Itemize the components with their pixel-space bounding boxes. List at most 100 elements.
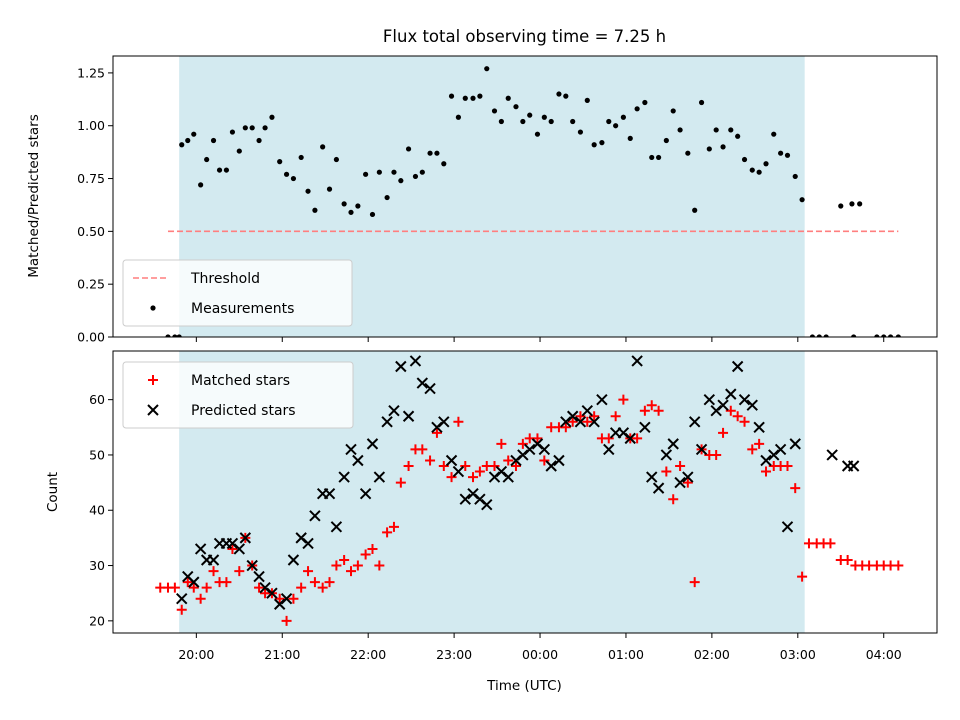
predicted-star-point bbox=[753, 421, 765, 434]
measurement-point bbox=[391, 169, 397, 175]
y-tick-label: 40 bbox=[89, 503, 105, 518]
chart-title: Flux total observing time = 7.25 h bbox=[383, 27, 666, 46]
x-tick-label: 01:00 bbox=[608, 647, 644, 662]
measurement-point bbox=[210, 137, 217, 144]
measurement-point bbox=[563, 93, 569, 99]
measurement-point bbox=[591, 142, 597, 148]
matched-star-point bbox=[661, 466, 672, 477]
measurement-point bbox=[771, 131, 777, 137]
predicted-star-point bbox=[639, 421, 651, 434]
legend-predicted-swatch bbox=[147, 404, 159, 416]
measurement-point bbox=[242, 125, 248, 131]
measurement-point bbox=[179, 142, 185, 148]
predicted-star-point bbox=[603, 443, 615, 456]
measurement-point bbox=[185, 137, 191, 144]
legend-measurement-swatch bbox=[150, 305, 156, 311]
measurement-point bbox=[620, 114, 626, 120]
x-tick-label: 02:00 bbox=[694, 647, 730, 662]
legend-box bbox=[122, 361, 354, 429]
measurement-point bbox=[741, 156, 748, 163]
predicted-star-point bbox=[738, 393, 751, 406]
matched-star-point bbox=[797, 571, 808, 582]
matched-star-point bbox=[618, 394, 629, 405]
plot-frame bbox=[112, 55, 938, 338]
matched-star-point bbox=[388, 521, 399, 532]
measurement-point bbox=[412, 173, 419, 180]
measurement-point bbox=[838, 203, 844, 209]
measurement-point bbox=[649, 154, 655, 161]
measurement-point bbox=[341, 201, 347, 207]
y-tick-label: 1.25 bbox=[77, 65, 105, 80]
predicted-star-point bbox=[703, 393, 716, 406]
predicted-star-point bbox=[624, 432, 636, 445]
matched-star-point bbox=[221, 577, 232, 588]
measurement-point bbox=[816, 334, 822, 337]
measurement-point bbox=[577, 129, 584, 135]
measurement-point bbox=[477, 93, 483, 99]
x-tick-label: 21:00 bbox=[264, 647, 300, 662]
matched-star-point bbox=[496, 438, 507, 449]
y-tick-label: 0.25 bbox=[77, 277, 105, 292]
predicted-star-point bbox=[207, 554, 220, 566]
matched-star-point bbox=[288, 593, 299, 604]
predicted-star-point bbox=[246, 559, 258, 572]
measurement-point bbox=[269, 114, 275, 120]
measurement-point bbox=[505, 95, 511, 101]
measurement-point bbox=[312, 207, 318, 213]
measurement-point bbox=[749, 167, 755, 173]
predicted-star-point bbox=[596, 393, 608, 406]
predicted-star-point bbox=[717, 399, 729, 411]
measurement-point bbox=[778, 150, 784, 156]
measurement-point bbox=[881, 334, 887, 337]
measurement-point bbox=[498, 118, 504, 125]
matched-star-point bbox=[718, 427, 729, 438]
measurement-point bbox=[556, 91, 562, 97]
measurement-point bbox=[326, 186, 333, 192]
matched-star-point bbox=[754, 438, 765, 449]
measurement-point bbox=[720, 144, 726, 150]
predicted-star-point bbox=[253, 570, 265, 583]
predicted-star-point bbox=[760, 454, 772, 467]
predicted-star-point bbox=[581, 405, 594, 417]
matched-star-point bbox=[761, 466, 772, 477]
predicted-star-point bbox=[731, 360, 744, 373]
measurement-point bbox=[462, 95, 468, 101]
matched-star-point bbox=[474, 466, 485, 477]
predicted-star-point bbox=[524, 443, 536, 456]
predicted-star-point bbox=[545, 460, 557, 472]
legend-label: Measurements bbox=[191, 301, 294, 317]
predicted-star-point bbox=[502, 471, 514, 483]
matched-star-point bbox=[417, 444, 428, 455]
measurement-point bbox=[677, 127, 683, 133]
matched-star-point bbox=[610, 411, 621, 422]
predicted-star-point bbox=[176, 593, 188, 605]
predicted-star-point bbox=[402, 410, 415, 422]
predicted-star-point bbox=[452, 465, 465, 478]
measurement-point bbox=[176, 334, 182, 337]
predicted-star-point bbox=[302, 537, 314, 550]
matched-star-point bbox=[517, 438, 528, 449]
measurement-point bbox=[534, 131, 541, 137]
x-tick-label: 22:00 bbox=[350, 647, 386, 662]
predicted-star-point bbox=[359, 487, 372, 500]
matched-star-point bbox=[169, 582, 180, 593]
x-tick-label: 20:00 bbox=[178, 647, 214, 662]
measurement-point bbox=[419, 169, 425, 175]
predicted-star-point bbox=[416, 377, 429, 389]
matched-star-point bbox=[254, 582, 265, 593]
y-tick-label: 0.00 bbox=[77, 330, 105, 345]
matched-star-point bbox=[367, 543, 378, 554]
matched-star-point bbox=[603, 433, 614, 444]
x-tick-label: 00:00 bbox=[522, 647, 558, 662]
measurement-point bbox=[713, 127, 719, 133]
predicted-star-point bbox=[194, 543, 207, 555]
measurement-point bbox=[895, 334, 901, 337]
y-tick-label: 50 bbox=[89, 447, 105, 462]
matched-star-point bbox=[825, 538, 836, 549]
legend-matched-swatch bbox=[148, 375, 158, 385]
predicted-star-point bbox=[373, 471, 386, 483]
predicted-star-point bbox=[366, 438, 379, 450]
measurement-point bbox=[484, 66, 490, 72]
matched-star-point bbox=[188, 582, 199, 593]
